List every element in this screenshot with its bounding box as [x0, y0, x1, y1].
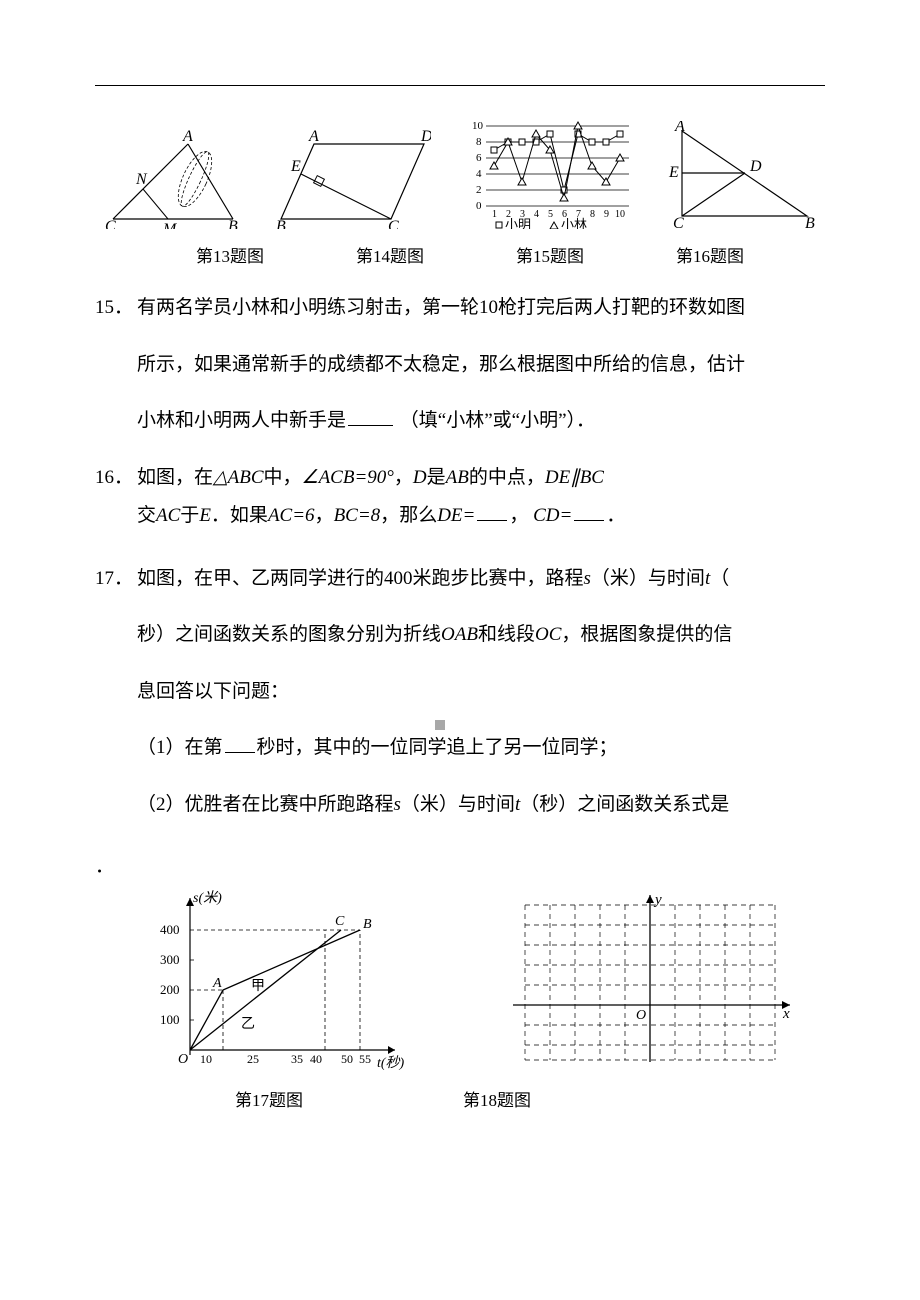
svg-text:A: A — [212, 976, 222, 991]
svg-text:A: A — [308, 129, 319, 145]
svg-text:C: C — [673, 215, 684, 229]
blank-15[interactable] — [348, 407, 393, 426]
svg-text:5: 5 — [548, 209, 553, 220]
fig13-svg: A N C M B — [103, 129, 243, 229]
problem-15-number: 15． — [95, 294, 137, 446]
figure-18: y x O — [505, 890, 795, 1085]
p16-line1: 如图，在△ABC中，∠ACB=90°，D是AB的中点，DE∥BC — [137, 464, 825, 493]
svg-text:4: 4 — [534, 209, 539, 220]
svg-text:A: A — [182, 129, 193, 145]
top-figure-row: A N C M B A D E B C — [103, 111, 817, 239]
svg-text:M: M — [162, 221, 178, 229]
figure-14: A D E B C — [276, 129, 431, 239]
p17-line1: 如图，在甲、乙两同学进行的400米跑步比赛中，路程s（米）与时间t（ — [137, 565, 825, 594]
svg-text:1: 1 — [492, 209, 497, 220]
blank-16-de[interactable] — [477, 502, 507, 521]
top-horizontal-rule — [95, 85, 825, 86]
svg-text:10: 10 — [200, 1052, 212, 1066]
svg-text:10: 10 — [472, 120, 484, 132]
svg-text:N: N — [135, 171, 148, 188]
svg-text:4: 4 — [476, 168, 482, 180]
svg-text:B: B — [805, 215, 815, 229]
svg-text:O: O — [178, 1052, 188, 1067]
svg-text:25: 25 — [247, 1052, 259, 1066]
svg-text:s(米): s(米) — [193, 890, 222, 906]
svg-text:C: C — [388, 218, 399, 229]
p17-sub2: （2）优胜者在比赛中所跑路程s（米）与时间t（秒）之间函数关系式是 — [137, 791, 825, 820]
svg-text:55: 55 — [359, 1052, 371, 1066]
svg-text:D: D — [749, 158, 762, 175]
svg-text:6: 6 — [476, 152, 482, 164]
fig17-caption: 第17题图 — [235, 1088, 303, 1114]
svg-text:E: E — [668, 164, 679, 181]
center-marker-icon — [435, 720, 445, 730]
figure-15: 10 8 6 4 2 0 123 456 789 10 — [464, 111, 634, 239]
problem-16-number: 16． — [95, 464, 137, 547]
svg-text:乙: 乙 — [241, 1016, 255, 1032]
svg-text:200: 200 — [160, 982, 180, 997]
svg-text:8: 8 — [476, 136, 482, 148]
figure-16: A E D C B — [667, 121, 817, 239]
svg-text:A: A — [674, 121, 685, 135]
fig16-caption: 第16题图 — [676, 244, 744, 270]
p17-line3: 息回答以下问题： — [137, 678, 825, 707]
p15-line2: 所示，如果通常新手的成绩都不太稳定，那么根据图中所给的信息，估计 — [137, 351, 825, 380]
fig18-caption: 第18题图 — [463, 1088, 531, 1114]
svg-text:40: 40 — [310, 1052, 322, 1066]
svg-text:x: x — [782, 1006, 790, 1022]
bottom-figure-row: 400 300 200 100 O 10 25 35 40 50 55 t(秒)… — [145, 890, 795, 1085]
bottom-figure-captions: 第17题图 第18题图 — [95, 1088, 825, 1114]
fig13-caption: 第13题图 — [196, 244, 264, 270]
figure-13: A N C M B — [103, 129, 243, 239]
problem-17: 17． 如图，在甲、乙两同学进行的400米跑步比赛中，路程s（米）与时间t（ 秒… — [95, 565, 825, 836]
svg-text:甲: 甲 — [251, 979, 265, 994]
svg-text:B: B — [276, 218, 286, 229]
svg-text:100: 100 — [160, 1012, 180, 1027]
p17-period: ． — [95, 853, 825, 882]
svg-text:9: 9 — [604, 209, 609, 220]
svg-text:2: 2 — [476, 184, 482, 196]
svg-text:E: E — [290, 158, 301, 175]
svg-text:0: 0 — [476, 200, 482, 212]
problem-15: 15． 有两名学员小林和小明练习射击，第一轮10枪打完后两人打靶的环数如图 所示… — [95, 294, 825, 446]
problem-17-number: 17． — [95, 565, 137, 836]
fig18-svg: y x O — [505, 890, 795, 1065]
svg-text:300: 300 — [160, 952, 180, 967]
p17-sub1: （1）在第秒时，其中的一位同学追上了另一位同学； — [137, 734, 825, 763]
blank-16-cd[interactable] — [574, 502, 604, 521]
svg-text:8: 8 — [590, 209, 595, 220]
svg-text:B: B — [228, 218, 238, 229]
svg-text:50: 50 — [341, 1052, 353, 1066]
top-figure-captions: 第13题图 第14题图 第15题图 第16题图 — [150, 244, 790, 270]
p17-line2: 秒）之间函数关系的图象分别为折线OAB和线段OC，根据图象提供的信 — [137, 621, 825, 650]
p15-line3: 小林和小明两人中新手是 （填“小林”或“小明”）． — [137, 407, 825, 436]
blank-17-1[interactable] — [225, 734, 255, 753]
fig15-svg: 10 8 6 4 2 0 123 456 789 10 — [464, 111, 634, 229]
svg-text:C: C — [105, 218, 116, 229]
svg-text:B: B — [363, 917, 372, 932]
svg-text:D: D — [420, 129, 431, 145]
problem-16: 16． 如图，在△ABC中，∠ACB=90°，D是AB的中点，DE∥BC 交AC… — [95, 464, 825, 547]
svg-text:小林: 小林 — [561, 217, 587, 229]
svg-text:35: 35 — [291, 1052, 303, 1066]
fig14-caption: 第14题图 — [356, 244, 424, 270]
fig17-svg: 400 300 200 100 O 10 25 35 40 50 55 t(秒)… — [145, 890, 415, 1075]
svg-text:小明: 小明 — [505, 217, 531, 229]
fig14-svg: A D E B C — [276, 129, 431, 229]
svg-text:400: 400 — [160, 922, 180, 937]
svg-text:C: C — [335, 914, 345, 929]
svg-text:y: y — [653, 892, 662, 908]
fig15-caption: 第15题图 — [516, 244, 584, 270]
p15-line1: 有两名学员小林和小明练习射击，第一轮10枪打完后两人打靶的环数如图 — [137, 294, 825, 323]
svg-text:t(秒): t(秒) — [377, 1055, 405, 1071]
p16-line2: 交AC于E．如果AC=6，BC=8，那么DE=， CD=． — [137, 502, 825, 531]
figure-17: 400 300 200 100 O 10 25 35 40 50 55 t(秒)… — [145, 890, 415, 1085]
svg-text:O: O — [636, 1008, 646, 1023]
svg-text:10: 10 — [615, 209, 625, 220]
fig16-svg: A E D C B — [667, 121, 817, 229]
